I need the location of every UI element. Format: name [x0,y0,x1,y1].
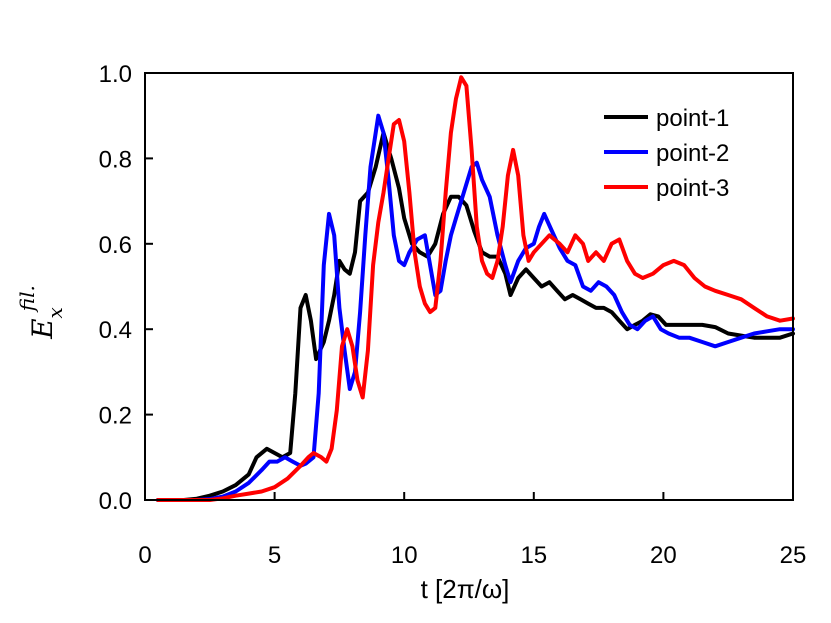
y-tick-label: 0.4 [99,317,132,344]
x-tick-label: 20 [650,542,677,569]
x-axis-label: t [2π/ω] [421,574,510,604]
x-tick-label: 10 [391,542,418,569]
y-tick-label: 0.8 [99,146,132,173]
y-axis-label-sub: x [43,307,67,318]
y-axis-label-sup: fil. [15,285,39,313]
x-tick-label: 5 [268,542,281,569]
x-tick-label: 15 [520,542,547,569]
y-axis-label-main: E [26,318,59,339]
series-line-3 [156,75,795,502]
x-tick-label: 25 [780,542,807,569]
x-tick-label: 0 [138,542,151,569]
y-axis-label: Ex fil. [15,285,67,340]
plot-lines [156,75,795,502]
y-tick-label: 0.2 [99,403,132,430]
plot-frame [144,72,794,501]
legend-label-1: point-1 [656,105,729,132]
series-line-1 [156,130,795,502]
x-axis: 0 5 10 15 20 25 [138,492,806,569]
legend: point-1 point-2 point-3 [604,105,729,202]
y-axis: 0.0 0.2 0.4 0.6 0.8 1.0 [99,61,153,515]
y-tick-label: 0.6 [99,232,132,259]
legend-label-2: point-2 [656,140,729,167]
series-line-2 [156,113,795,502]
y-tick-label: 1.0 [99,61,132,88]
y-tick-label: 0.0 [99,488,132,515]
legend-label-3: point-3 [656,175,729,202]
